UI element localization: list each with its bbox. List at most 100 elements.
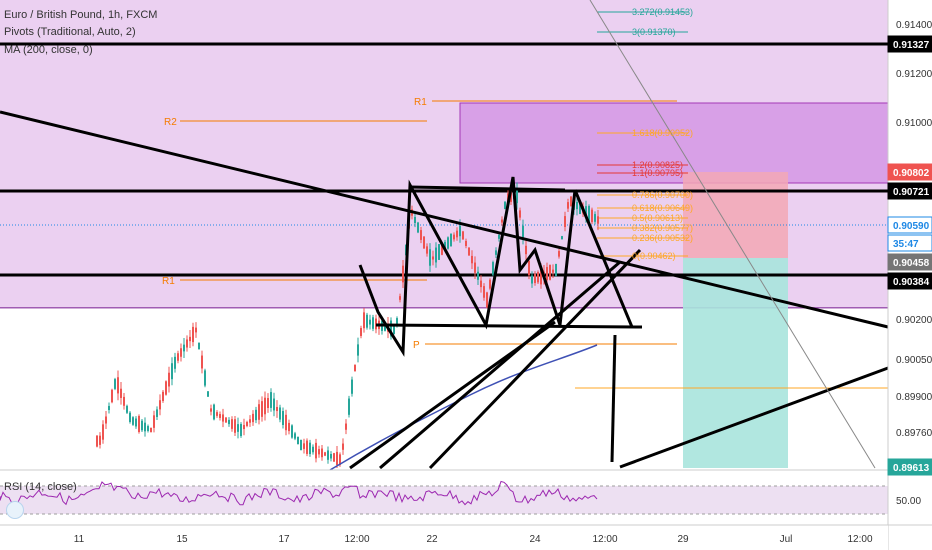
price-tick: 0.90200 — [896, 315, 932, 326]
candle-body — [597, 216, 599, 224]
candle-body — [174, 356, 176, 369]
current-price-badge — [887, 216, 932, 234]
candle-body — [123, 396, 125, 406]
candle-body — [414, 216, 416, 224]
rsi-level-label: 50.00 — [896, 496, 921, 507]
candle-body — [345, 423, 347, 430]
time-tick: 22 — [426, 534, 438, 545]
time-ticks: 11 15 17 12:00 22 24 12:00 29 Jul 12:00 — [74, 534, 873, 545]
level-090458-badge — [887, 253, 932, 271]
candle-body — [294, 433, 296, 439]
candle-body — [504, 201, 506, 210]
candle-body — [369, 319, 371, 325]
price-tick: 0.89900 — [896, 392, 932, 403]
fib-ext-3272: 3.272(0.91453) — [632, 7, 693, 17]
time-tick: 12:00 — [592, 534, 617, 545]
candle-body — [495, 250, 497, 255]
candle-body — [147, 426, 149, 431]
candle-body — [201, 355, 203, 369]
candle-body — [300, 439, 302, 451]
countdown-badge — [887, 234, 932, 252]
trend-lines[interactable] — [0, 110, 889, 470]
candle-body — [537, 272, 539, 283]
candle-body — [399, 296, 401, 300]
price-badges: 0.91327 0.90802 0.90721 0.90590 35:47 0.90458… — [887, 35, 932, 476]
candle-body — [588, 206, 590, 222]
candle-body — [129, 412, 131, 422]
candle-body — [180, 348, 182, 357]
candle-body — [585, 206, 587, 218]
candle-body — [270, 392, 272, 408]
candle-body — [165, 381, 167, 395]
candle-body — [252, 413, 254, 423]
time-tick: 12:00 — [847, 534, 872, 545]
candle-body — [111, 389, 113, 403]
candle-body — [534, 273, 536, 284]
candle-body — [321, 448, 323, 458]
candle-body — [240, 424, 242, 436]
candle-body — [159, 400, 161, 410]
candle-body — [435, 247, 437, 263]
candle-body — [255, 409, 257, 421]
candle-body — [450, 233, 452, 247]
candle-body — [336, 451, 338, 466]
candle-body — [441, 243, 443, 255]
candle-body — [210, 408, 212, 412]
candle-body — [177, 353, 179, 361]
candle-body — [189, 336, 191, 342]
pivots-indicator-label[interactable]: Pivots (Traditional, Auto, 2) — [4, 26, 136, 38]
fib-lvl-0236: 0.236(0.90532) — [632, 233, 693, 243]
target-zone — [459, 102, 889, 184]
candle-body — [150, 427, 152, 433]
time-axis[interactable] — [0, 525, 888, 550]
candle-body — [558, 251, 560, 257]
symbol-title[interactable]: Euro / British Pound, 1h, FXCM — [4, 9, 158, 21]
take-profit-zone — [683, 258, 788, 468]
candle-body — [372, 317, 374, 329]
fib-lvl-0: 0(0.90462) — [632, 251, 676, 261]
candle-body — [501, 219, 503, 223]
level-090458-badge-text: 0.90458 — [893, 258, 930, 269]
price-ticks: 0.91400 0.91200 0.91000 0.90200 0.90050 0.899… — [896, 20, 932, 439]
candle-body — [198, 342, 200, 350]
candle-body — [261, 401, 263, 417]
candle-body — [366, 314, 368, 328]
candle-body — [219, 414, 221, 418]
candle-body — [297, 436, 299, 445]
candle-body — [546, 267, 548, 281]
candle-body — [531, 275, 533, 284]
candle-body — [570, 196, 572, 207]
candle-body — [102, 424, 104, 440]
level-090384-badge — [887, 272, 932, 290]
price-tick: 0.91400 — [896, 20, 932, 31]
fib-lvl-0618: 0.618(0.90649) — [632, 203, 693, 213]
candle-body — [324, 452, 326, 456]
candle-body — [474, 262, 476, 273]
candle-body — [429, 249, 431, 266]
fib-ext-12: 1.2(0.90825) — [632, 160, 683, 170]
candle-body — [213, 404, 215, 420]
rsi-indicator-label[interactable]: RSI (14, close) — [4, 481, 77, 493]
candle-body — [96, 435, 98, 447]
candle-body — [318, 449, 320, 455]
candle-body — [351, 379, 353, 394]
candle-body — [483, 286, 485, 298]
fib-lvl-0382: 0.382(0.90577) — [632, 223, 693, 233]
candle-body — [162, 391, 164, 401]
candle-body — [303, 443, 305, 449]
candle-body — [444, 241, 446, 251]
candle-body — [285, 414, 287, 431]
candle-body — [561, 236, 563, 240]
candle-body — [528, 260, 530, 276]
zone-border-bottom — [0, 307, 888, 309]
ma-indicator-label[interactable]: MA (200, close, 0) — [4, 44, 93, 56]
candle-body — [156, 409, 158, 417]
level-090802-badge — [887, 163, 932, 181]
candle-body — [417, 222, 419, 233]
candle-body — [393, 324, 395, 334]
price-tick: 0.91000 — [896, 118, 932, 129]
candle-body — [183, 344, 185, 352]
pivot-r1-label: R1 — [162, 276, 175, 287]
candle-body — [267, 398, 269, 408]
